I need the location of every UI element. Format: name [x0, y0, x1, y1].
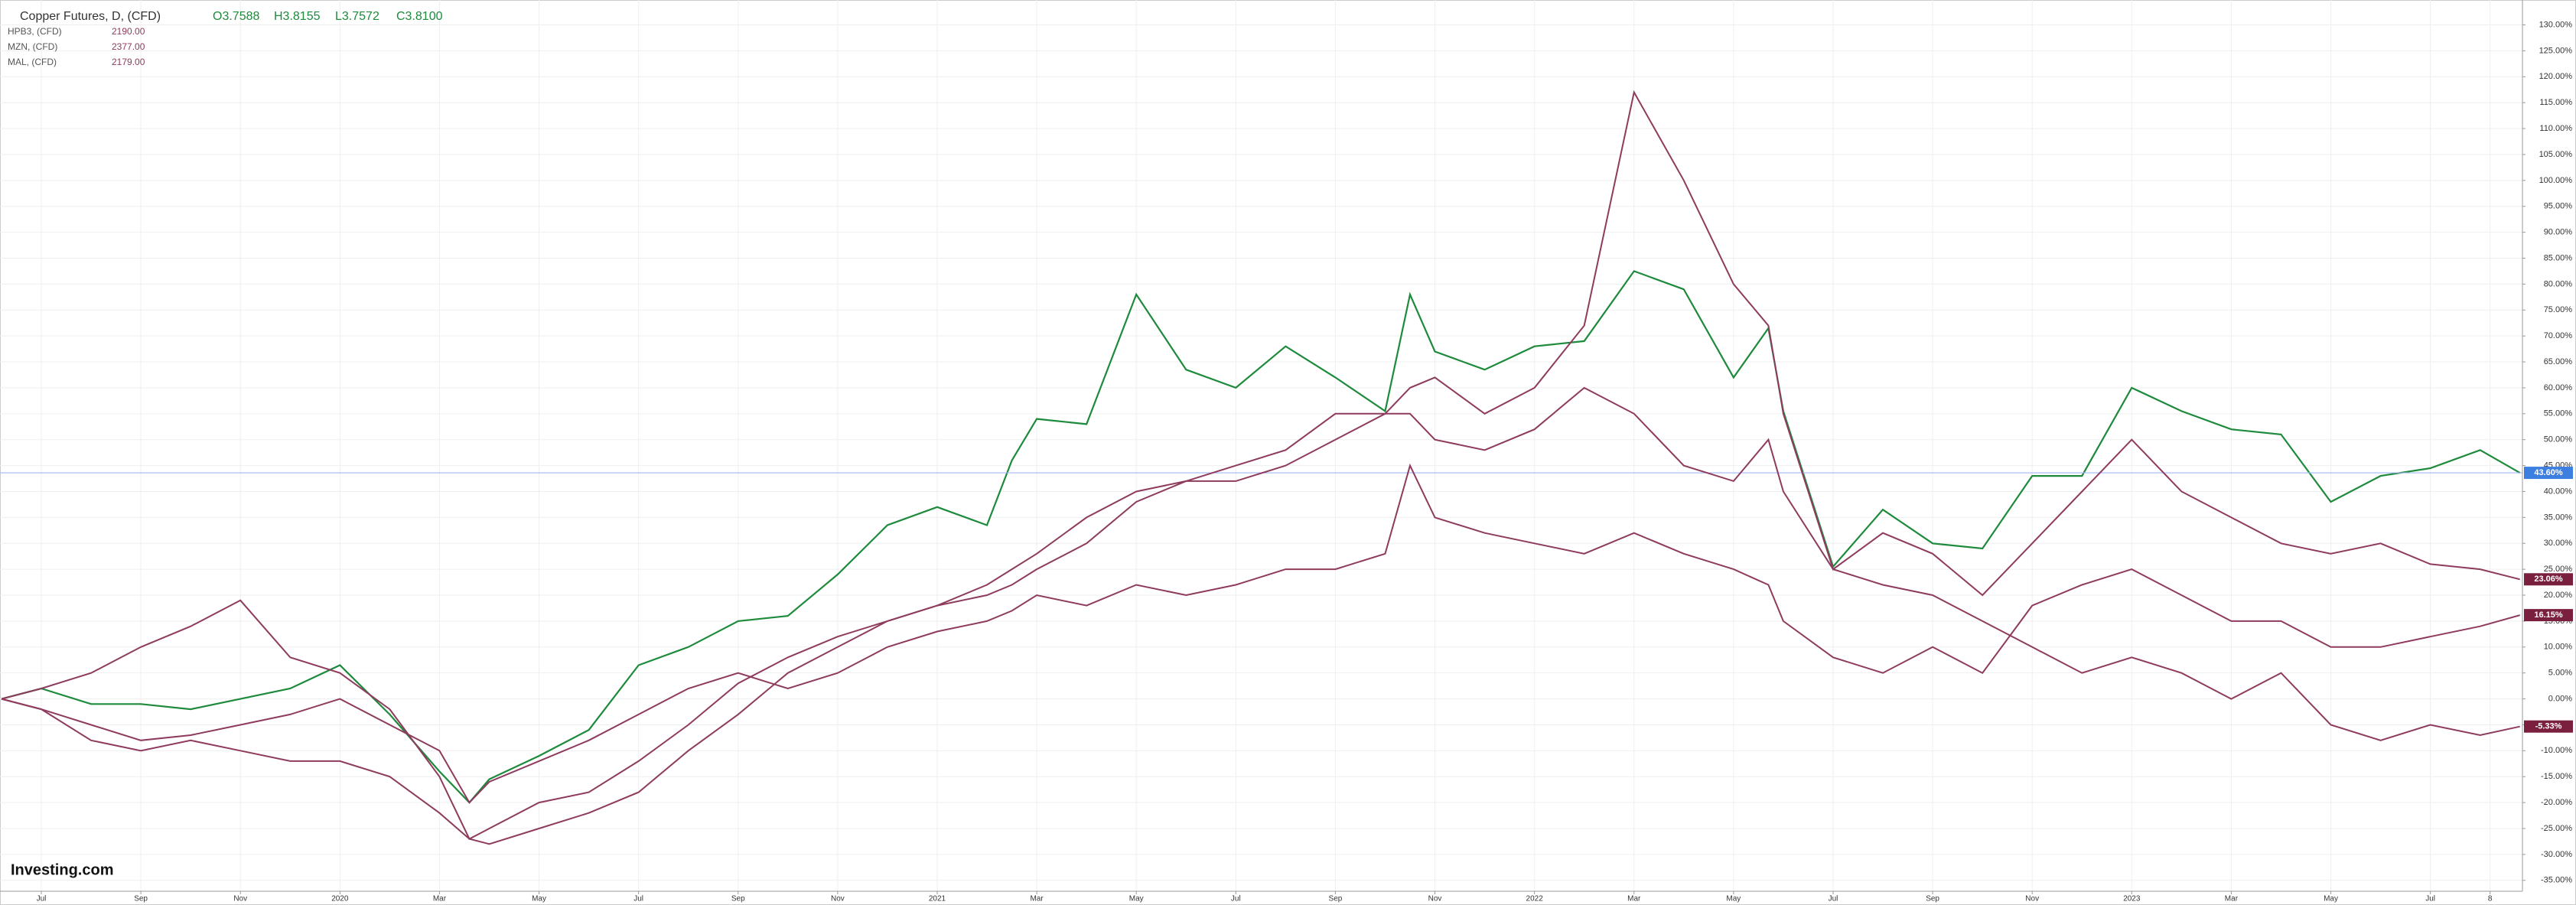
y-tick-label: -20.00%: [2541, 798, 2572, 807]
x-tick-label: May: [532, 895, 546, 903]
x-tick-label: Nov: [233, 895, 247, 903]
x-tick-label: Jul: [1829, 895, 1838, 903]
x-tick-label: 2020: [331, 895, 349, 903]
ohlc-high: H3.8155: [274, 10, 321, 23]
y-tick-label: 35.00%: [2544, 513, 2573, 522]
ohlc-open: O3.7588: [213, 10, 259, 23]
x-tick-label: Sep: [731, 895, 745, 903]
last-value-tag: [2524, 467, 2573, 480]
y-tick-label: 50.00%: [2544, 435, 2573, 444]
x-tick-label: Nov: [2025, 895, 2039, 903]
legend-name: MZN, (CFD): [8, 41, 57, 52]
y-tick-label: 20.00%: [2544, 591, 2573, 600]
x-tick-label: 2022: [1526, 895, 1544, 903]
y-tick-label: -30.00%: [2541, 850, 2572, 859]
series-line: [1, 463, 2520, 804]
last-value-label: 16.15%: [2534, 610, 2563, 620]
y-tick-label: 120.00%: [2539, 72, 2573, 81]
y-tick-label: -35.00%: [2541, 876, 2572, 885]
y-tick-label: 0.00%: [2548, 694, 2572, 703]
x-tick-label: Nov: [831, 895, 845, 903]
x-tick-label: Mar: [2225, 895, 2239, 903]
y-tick-label: 5.00%: [2548, 669, 2572, 678]
y-tick-label: 65.00%: [2544, 357, 2573, 366]
brand-logo: Investing.com: [11, 861, 113, 878]
y-tick-label: 110.00%: [2539, 124, 2572, 133]
legend-name: MAL, (CFD): [8, 57, 57, 67]
last-value-label: 23.06%: [2534, 575, 2563, 584]
legend-price: 2377.00: [112, 41, 145, 52]
series-line: [1, 90, 2520, 840]
y-tick-label: 10.00%: [2544, 643, 2573, 652]
y-tick-label: 100.00%: [2539, 176, 2573, 185]
y-tick-label: 30.00%: [2544, 539, 2573, 548]
y-tick-label: 85.00%: [2544, 253, 2573, 262]
series-layer: [0, 90, 2522, 845]
y-tick-label: 25.00%: [2544, 565, 2573, 574]
x-tick-label: Sep: [1926, 895, 1939, 903]
last-value-tag: [2524, 609, 2573, 622]
chart-title: Copper Futures, D, (CFD): [20, 10, 161, 23]
x-tick-label: Jul: [2425, 895, 2435, 903]
y-tick-label: 80.00%: [2544, 279, 2573, 288]
x-tick-label: May: [1726, 895, 1741, 903]
last-value-tag: [2524, 573, 2573, 586]
ohlc-close: C3.8100: [396, 10, 443, 23]
copper-line: [1, 270, 2521, 804]
legend-price: 2190.00: [112, 26, 145, 37]
y-tick-label: 130.00%: [2539, 20, 2573, 29]
y-tick-label: 75.00%: [2544, 305, 2573, 314]
y-tick-label: -15.00%: [2541, 772, 2572, 781]
y-tick-label: -10.00%: [2541, 746, 2572, 755]
x-tick-label: Mar: [1030, 895, 1044, 903]
x-tick-label: Jul: [37, 895, 47, 903]
x-tick-label: Mar: [433, 895, 447, 903]
last-value-label: 43.60%: [2534, 468, 2563, 477]
x-tick-label: 8: [2488, 895, 2493, 903]
x-tick-label: Jul: [633, 895, 643, 903]
x-tick-label: May: [2324, 895, 2338, 903]
x-tick-label: Sep: [1329, 895, 1343, 903]
x-tick-label: 2023: [2123, 895, 2141, 903]
x-tick-label: Mar: [1627, 895, 1641, 903]
series-line: [1, 386, 2520, 845]
legend-price: 2179.00: [112, 57, 145, 67]
y-tick-label: 125.00%: [2539, 46, 2573, 55]
last-value-tag: [2524, 720, 2573, 733]
legend-name: HPB3, (CFD): [8, 26, 62, 37]
y-tick-label: -25.00%: [2541, 824, 2572, 833]
x-tick-label: Nov: [1428, 895, 1442, 903]
x-tick-label: 2021: [929, 895, 946, 903]
y-tick-label: 60.00%: [2544, 383, 2573, 392]
y-tick-label: 40.00%: [2544, 487, 2573, 496]
x-tick-label: May: [1129, 895, 1144, 903]
y-tick-label: 55.00%: [2544, 409, 2573, 418]
x-tick-label: Sep: [134, 895, 148, 903]
y-tick-label: 115.00%: [2539, 98, 2572, 107]
ohlc-low: L3.7572: [335, 10, 379, 23]
y-tick-label: 95.00%: [2544, 202, 2573, 211]
x-tick-label: Jul: [1231, 895, 1241, 903]
legend: Copper Futures, D, (CFD) O3.7588 H3.8155…: [8, 10, 443, 67]
y-tick-label: 90.00%: [2544, 228, 2573, 237]
y-tick-label: 105.00%: [2539, 150, 2573, 159]
last-value-label: -5.33%: [2535, 722, 2562, 731]
y-tick-label: 70.00%: [2544, 331, 2573, 340]
